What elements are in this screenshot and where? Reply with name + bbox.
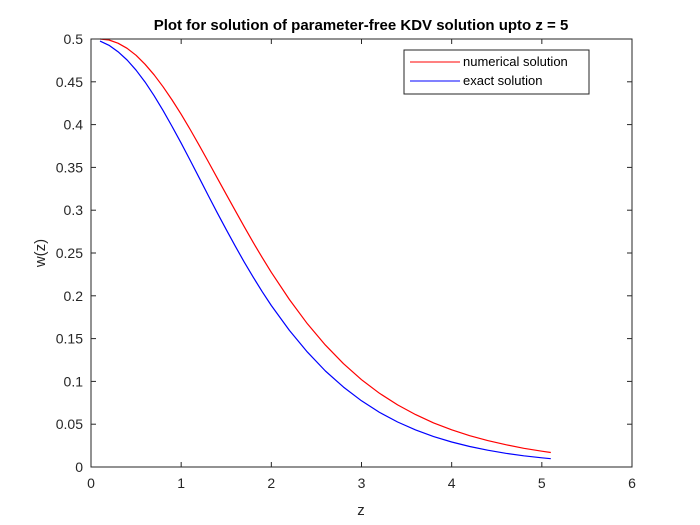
y-tick-label: 0.3 — [64, 202, 84, 218]
series-line-numerical — [99, 38, 551, 454]
y-tick-label: 0.1 — [64, 373, 84, 389]
y-tick-label: 0.4 — [64, 117, 84, 133]
y-tick-label: 0.5 — [64, 31, 84, 47]
y-tick-label: 0 — [75, 459, 83, 475]
x-tick-label: 2 — [267, 475, 275, 491]
legend-label-numerical: numerical solution — [463, 54, 568, 69]
series-layer — [99, 38, 551, 460]
x-tick-label: 1 — [177, 475, 185, 491]
y-tick-label: 0.35 — [56, 159, 83, 175]
x-tick-label: 6 — [628, 475, 636, 491]
y-tick-label: 0.2 — [64, 288, 84, 304]
y-tick-label: 0.25 — [56, 245, 83, 261]
x-tick-label: 4 — [448, 475, 456, 491]
x-tick-label: 3 — [358, 475, 366, 491]
x-axis-label: z — [357, 502, 365, 519]
x-tick-label: 5 — [538, 475, 546, 491]
series-line-exact — [99, 40, 551, 460]
chart-title: Plot for solution of parameter-free KDV … — [154, 17, 569, 34]
plot-area — [91, 39, 632, 467]
y-tick-label: 0.15 — [56, 331, 83, 347]
legend-label-exact: exact solution — [463, 73, 543, 88]
legend-box — [403, 49, 590, 95]
x-tick-label: 0 — [87, 475, 95, 491]
y-axis-label: w(z) — [32, 239, 49, 268]
legend: numerical solution exact solution — [403, 49, 590, 95]
plot-frame — [90, 38, 633, 468]
y-tick-label: 0.05 — [56, 416, 83, 432]
y-tick-label: 0.45 — [56, 74, 83, 90]
